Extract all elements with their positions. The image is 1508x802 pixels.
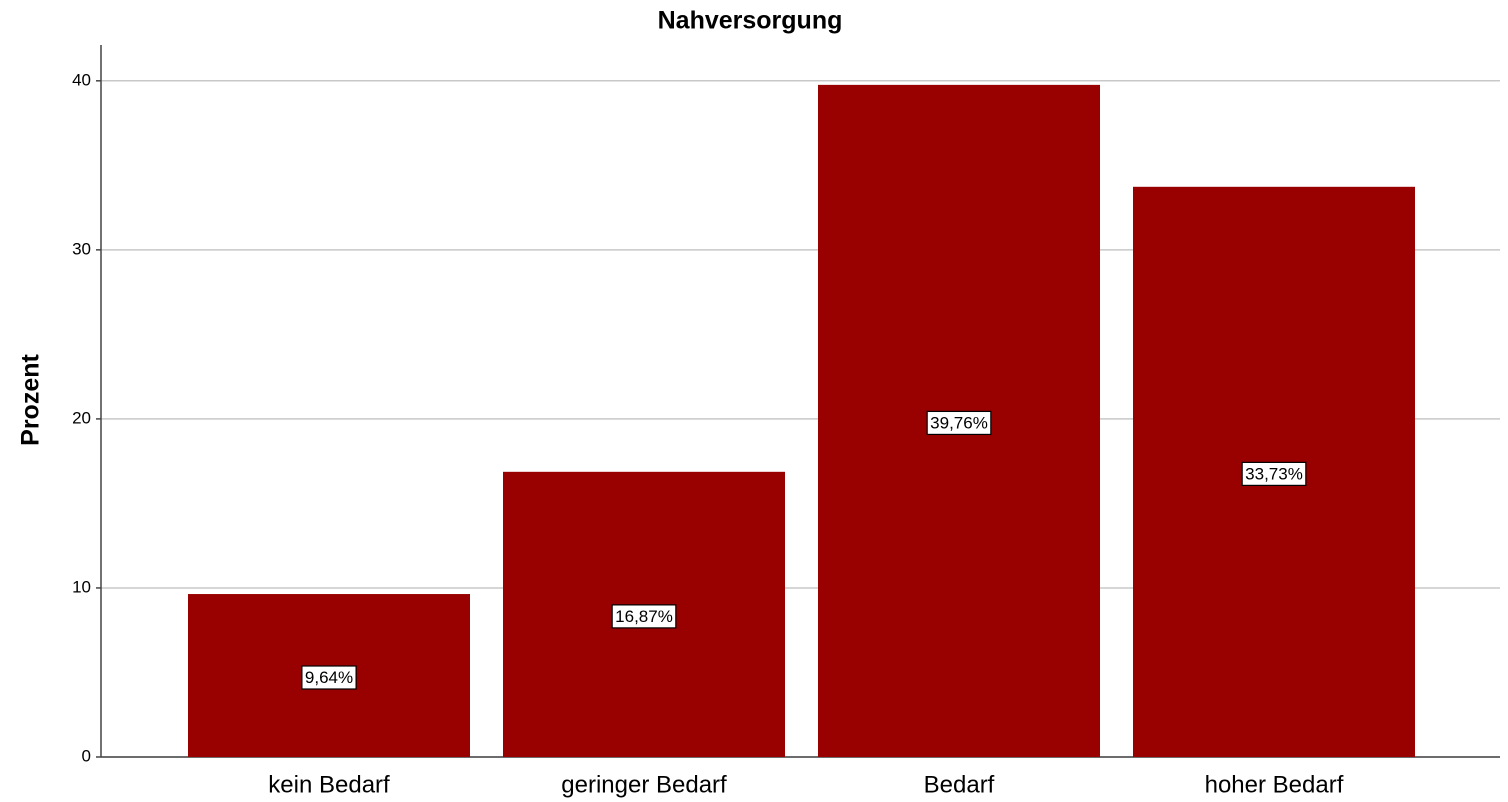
chart-title: Nahversorgung xyxy=(658,7,843,35)
y-tick-label: 10 xyxy=(72,577,91,596)
value-label: 33,73% xyxy=(1245,464,1303,483)
x-tick-label: geringer Bedarf xyxy=(561,771,727,798)
value-label-box xyxy=(301,665,357,690)
x-tick-label: Bedarf xyxy=(924,771,995,798)
value-label-box xyxy=(611,604,677,629)
x-tick-label: hoher Bedarf xyxy=(1205,771,1344,798)
y-tick-label: 20 xyxy=(72,408,91,427)
value-label-box xyxy=(1241,461,1307,486)
value-label-box xyxy=(926,410,992,436)
y-tick-label: 30 xyxy=(72,239,91,258)
value-label: 16,87% xyxy=(615,607,673,626)
y-tick-label: 40 xyxy=(72,70,91,89)
y-axis-label: Prozent xyxy=(17,353,45,445)
x-tick-label: kein Bedarf xyxy=(268,771,390,798)
y-tick-label: 0 xyxy=(82,746,91,765)
value-label: 9,64% xyxy=(305,668,353,687)
value-label: 39,76% xyxy=(930,413,988,432)
